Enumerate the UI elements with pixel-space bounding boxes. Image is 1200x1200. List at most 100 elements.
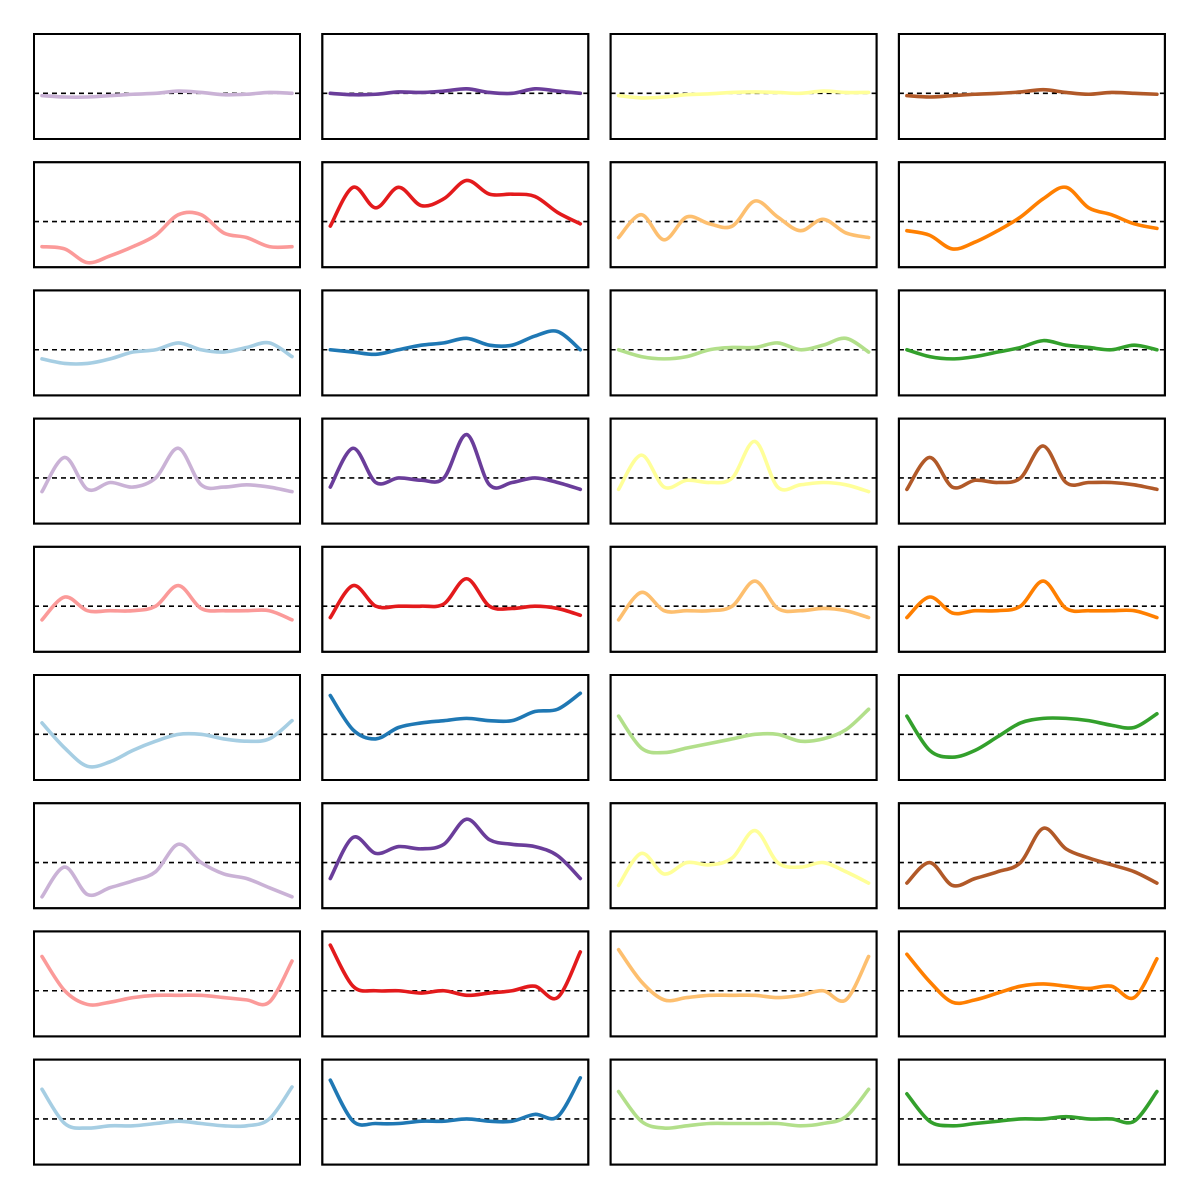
data-line xyxy=(905,712,1159,759)
data-line xyxy=(905,579,1159,620)
data-line xyxy=(328,576,583,620)
panel-frame xyxy=(33,545,301,653)
panel-frame xyxy=(321,289,590,397)
panel xyxy=(33,674,301,781)
data-line xyxy=(905,185,1159,251)
panel-frame xyxy=(321,545,590,653)
data-line xyxy=(616,89,871,100)
panel xyxy=(609,417,878,525)
panel xyxy=(897,33,1166,140)
panel-frame xyxy=(321,802,590,910)
panel-frame xyxy=(897,674,1166,781)
panel-frame xyxy=(33,161,301,269)
data-line xyxy=(905,87,1159,99)
data-line xyxy=(905,826,1159,888)
data-line xyxy=(40,210,294,265)
panel xyxy=(609,674,878,781)
panel xyxy=(321,930,590,1038)
panel-frame xyxy=(33,930,301,1038)
panel xyxy=(33,33,301,140)
data-line xyxy=(616,707,871,755)
data-line xyxy=(40,583,294,622)
data-line xyxy=(905,1089,1159,1128)
data-line xyxy=(616,947,871,1003)
panel-frame xyxy=(33,1058,301,1166)
panel xyxy=(609,545,878,653)
panel-frame xyxy=(609,802,878,910)
panel xyxy=(321,161,590,269)
panel-frame xyxy=(609,930,878,1038)
data-line xyxy=(328,329,583,357)
panel xyxy=(321,1058,590,1166)
data-line xyxy=(616,1087,871,1131)
panel-frame xyxy=(609,674,878,781)
data-line xyxy=(40,89,294,99)
panel xyxy=(33,930,301,1038)
data-line xyxy=(616,336,871,361)
panel xyxy=(609,930,878,1038)
panel xyxy=(321,545,590,653)
panel-frame xyxy=(897,802,1166,910)
panel-frame xyxy=(897,161,1166,269)
panel-frame xyxy=(321,33,590,140)
data-line xyxy=(328,432,583,492)
panel xyxy=(897,161,1166,269)
panel xyxy=(897,802,1166,910)
panel-frame xyxy=(321,1058,590,1166)
data-line xyxy=(328,86,583,97)
data-line xyxy=(905,338,1159,361)
panel xyxy=(321,289,590,397)
data-line xyxy=(328,691,583,741)
panel-frame xyxy=(33,33,301,140)
panel-frame xyxy=(609,289,878,397)
data-line xyxy=(905,444,1159,492)
panel-frame xyxy=(321,417,590,525)
data-line xyxy=(40,340,294,366)
panel xyxy=(897,545,1166,653)
panel xyxy=(321,802,590,910)
panel xyxy=(321,674,590,781)
data-line xyxy=(905,952,1159,1006)
panel xyxy=(897,1058,1166,1166)
data-line xyxy=(40,718,294,769)
data-line xyxy=(616,579,871,622)
panel-frame xyxy=(609,161,878,269)
panel-frame xyxy=(897,545,1166,653)
panel xyxy=(33,161,301,269)
panel-frame xyxy=(321,930,590,1038)
panel-frame xyxy=(609,545,878,653)
data-line xyxy=(328,943,583,1001)
data-line xyxy=(328,817,583,881)
panel xyxy=(33,545,301,653)
data-line xyxy=(40,446,294,494)
data-line xyxy=(328,1076,583,1127)
panel xyxy=(321,417,590,525)
panel xyxy=(609,802,878,910)
panel xyxy=(609,1058,878,1166)
panel-frame xyxy=(897,33,1166,140)
panel-frame xyxy=(609,33,878,140)
panel-frame xyxy=(33,802,301,910)
panel-frame xyxy=(321,674,590,781)
panel-frame xyxy=(897,417,1166,525)
panel xyxy=(609,33,878,140)
panel-frame xyxy=(609,417,878,525)
panel-frame xyxy=(897,930,1166,1038)
panel xyxy=(321,33,590,140)
data-line xyxy=(328,178,583,228)
panel-frame xyxy=(33,289,301,397)
panel-frame xyxy=(897,1058,1166,1166)
data-line xyxy=(40,1085,294,1130)
panel-frame xyxy=(609,1058,878,1166)
panel-frame xyxy=(33,417,301,525)
panel xyxy=(609,289,878,397)
panel-frame xyxy=(321,161,590,269)
data-line xyxy=(616,828,871,888)
panel-frame xyxy=(33,674,301,781)
data-line xyxy=(616,199,871,242)
panel xyxy=(897,417,1166,525)
data-line xyxy=(40,954,294,1007)
data-line xyxy=(616,439,871,494)
